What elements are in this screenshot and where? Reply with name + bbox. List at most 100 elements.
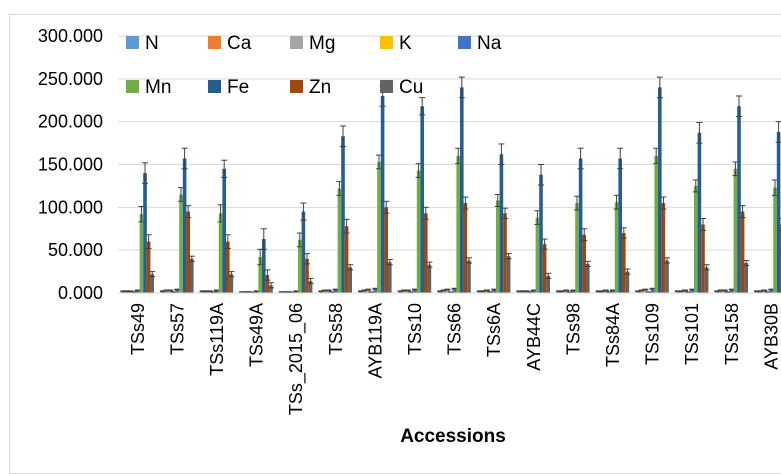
bar-mn — [733, 168, 738, 293]
x-tick-label: AYB30B — [761, 303, 781, 370]
bar-fe — [420, 106, 424, 293]
bar-cu — [704, 267, 709, 293]
bar-ca — [402, 290, 406, 293]
bar-fe — [578, 158, 583, 293]
legend-swatch-na — [458, 36, 471, 49]
x-tick-label: TSs84A — [603, 303, 623, 367]
bar-cu — [506, 256, 511, 293]
bar-mn — [456, 155, 460, 293]
bar-mn — [535, 217, 540, 293]
legend-label-mn: Mn — [145, 77, 171, 98]
x-tick-label: TSs49 — [128, 303, 148, 355]
bar-mn — [614, 202, 619, 293]
bar-ca — [640, 290, 644, 293]
bar-na — [175, 289, 180, 293]
bar-na — [373, 288, 378, 293]
y-tick-label: 200.000 — [38, 112, 103, 132]
bar-mg — [326, 290, 331, 293]
y-tick-label: 250.000 — [38, 69, 103, 89]
x-tick-label: TSs57 — [167, 303, 187, 355]
bar-mg — [683, 290, 687, 293]
bar-zn — [622, 233, 626, 293]
bar-mg — [168, 290, 172, 293]
bar-cu — [229, 274, 234, 293]
bar-fe — [776, 131, 781, 293]
bar-zn — [186, 211, 190, 293]
bar-mn — [773, 187, 777, 293]
bar-fe — [618, 158, 622, 293]
legend-swatch-mn — [126, 80, 139, 93]
y-tick-label: 0.000 — [58, 283, 103, 303]
x-tick-label: TSs119A — [207, 303, 227, 376]
bar-cu — [308, 281, 313, 293]
bar-mg — [604, 290, 608, 293]
bar-zn — [146, 241, 151, 293]
bar-fe — [380, 95, 385, 293]
bar-zn — [701, 224, 705, 293]
bar-na — [730, 289, 734, 293]
bar-fe — [697, 132, 702, 293]
bar-na — [611, 290, 615, 293]
bar-fe — [182, 158, 187, 293]
legend-swatch-ca — [208, 36, 221, 49]
bar-cu — [427, 264, 432, 293]
bar-mn — [139, 214, 144, 293]
bar-cu — [269, 285, 273, 293]
legend-swatch-n — [126, 36, 139, 49]
x-tick-label: TSs6A — [484, 303, 504, 357]
bar-mn — [258, 257, 262, 293]
bar-mg — [406, 290, 410, 293]
bar-zn — [226, 241, 230, 293]
bar-cu — [744, 263, 748, 293]
x-tick-label: TSs109 — [643, 303, 663, 365]
legend-label-zn: Zn — [309, 77, 331, 98]
bar-na — [571, 290, 576, 293]
x-tick-label: TSs58 — [326, 303, 346, 355]
y-tick-label: 150.000 — [38, 155, 103, 175]
bar-na — [492, 289, 496, 293]
bar-na — [413, 289, 417, 293]
bar-cu — [586, 263, 590, 293]
x-tick-label: TSs66 — [445, 303, 465, 355]
bar-mg — [564, 290, 568, 293]
bar-fe — [658, 87, 662, 294]
bar-cu — [625, 271, 630, 293]
y-tick-label: 50.000 — [48, 240, 103, 260]
bar-na — [532, 290, 536, 293]
chart-area: 0.000 50.000 100.000 150.000 200.000 250.000 3… — [9, 14, 781, 474]
bar-ca — [323, 290, 327, 293]
bar-zn — [582, 234, 586, 293]
y-tick-label: 100.000 — [38, 197, 103, 217]
bar-zn — [542, 244, 547, 293]
bar-na — [769, 289, 774, 293]
bar-mn — [654, 155, 658, 293]
bar-mg — [722, 290, 727, 293]
bar-na — [452, 288, 457, 293]
bar-na — [215, 290, 219, 293]
bar-cu — [467, 260, 471, 293]
x-tick-label: TSs158 — [722, 303, 742, 365]
bar-cu — [388, 262, 392, 293]
legend-label-n: N — [145, 33, 159, 54]
bar-mn — [575, 203, 579, 293]
legend-swatch-k — [380, 36, 393, 49]
bar-mn — [496, 200, 500, 293]
bar-mn — [179, 194, 183, 293]
bar-fe — [222, 168, 226, 293]
bar-zn — [661, 203, 666, 293]
bar-na — [690, 289, 694, 293]
bar-na — [136, 290, 140, 293]
bar-zn — [463, 203, 468, 293]
bar-mn — [377, 161, 381, 293]
x-tick-label: TSs10 — [405, 303, 425, 355]
bar-zn — [305, 258, 309, 293]
legend-label-cu: Cu — [399, 77, 423, 98]
x-tick-label: AYB119A — [365, 303, 385, 378]
bar-zn — [740, 211, 745, 293]
bar-mn — [218, 213, 223, 293]
bar-ca — [164, 290, 169, 293]
bar-ca — [362, 290, 367, 293]
x-tick-label: TSs98 — [563, 303, 583, 355]
bar-fe — [737, 106, 741, 293]
bar-na — [650, 288, 655, 293]
